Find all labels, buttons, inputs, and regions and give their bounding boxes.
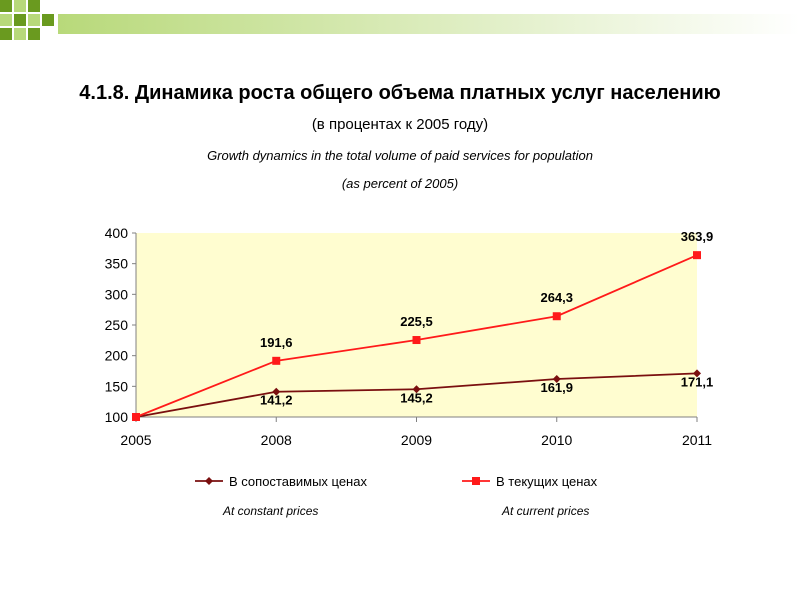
decorative-square [14,14,26,26]
data-label: 225,5 [400,314,433,329]
data-point [693,369,701,378]
x-tick-label: 2010 [541,432,572,448]
legend-marker [205,477,213,485]
decorative-square [0,28,12,40]
x-tick-label: 2008 [261,432,292,448]
decorative-square [28,14,40,26]
data-label: 264,3 [540,290,573,305]
y-tick-label: 150 [105,378,129,394]
decorative-square [14,28,26,40]
y-tick-label: 350 [105,256,129,272]
y-tick-label: 300 [105,286,129,302]
decorative-square [28,28,40,40]
decorative-squares [0,0,800,40]
data-label: 145,2 [400,390,433,405]
data-point [693,251,701,260]
data-point [272,387,281,396]
chart-subtitle-en-units: (as percent of 2005) [341,176,459,191]
chart-title: 4.1.8. Динамика роста общего объема плат… [79,82,721,104]
data-label: 171,1 [681,374,714,389]
x-tick-label: 2009 [401,432,432,448]
x-tick-label: 2011 [682,432,712,448]
y-tick-label: 400 [105,225,129,241]
decorative-square [42,14,54,26]
decorative-square [28,0,40,12]
legend-label: В сопоставимых ценах [229,474,367,489]
decorative-square [0,14,12,26]
data-point [552,312,561,321]
x-tick-label: 2005 [120,432,151,448]
decorative-square [0,0,12,12]
data-label: 191,6 [260,335,293,350]
y-tick-label: 200 [105,348,129,364]
legend-label: В текущих ценах [496,474,598,489]
legend-label-en: At current prices [501,504,589,518]
legend-marker [472,477,480,485]
y-tick-label: 250 [105,317,129,333]
data-label: 161,9 [540,380,573,395]
chart-subtitle-en: Growth dynamics in the total volume of p… [207,148,593,163]
data-label: 363,9 [681,229,714,244]
header-bar [58,14,800,34]
data-point [552,375,561,384]
data-point [132,413,140,421]
data-point [412,336,421,345]
chart-subtitle: (в процентах к 2005 году) [311,116,489,133]
legend-label-en: At constant prices [222,504,318,518]
data-point [412,385,421,394]
y-tick-label: 100 [105,409,129,425]
data-label: 141,2 [260,393,293,408]
data-point [272,356,281,365]
decorative-square [14,0,26,12]
